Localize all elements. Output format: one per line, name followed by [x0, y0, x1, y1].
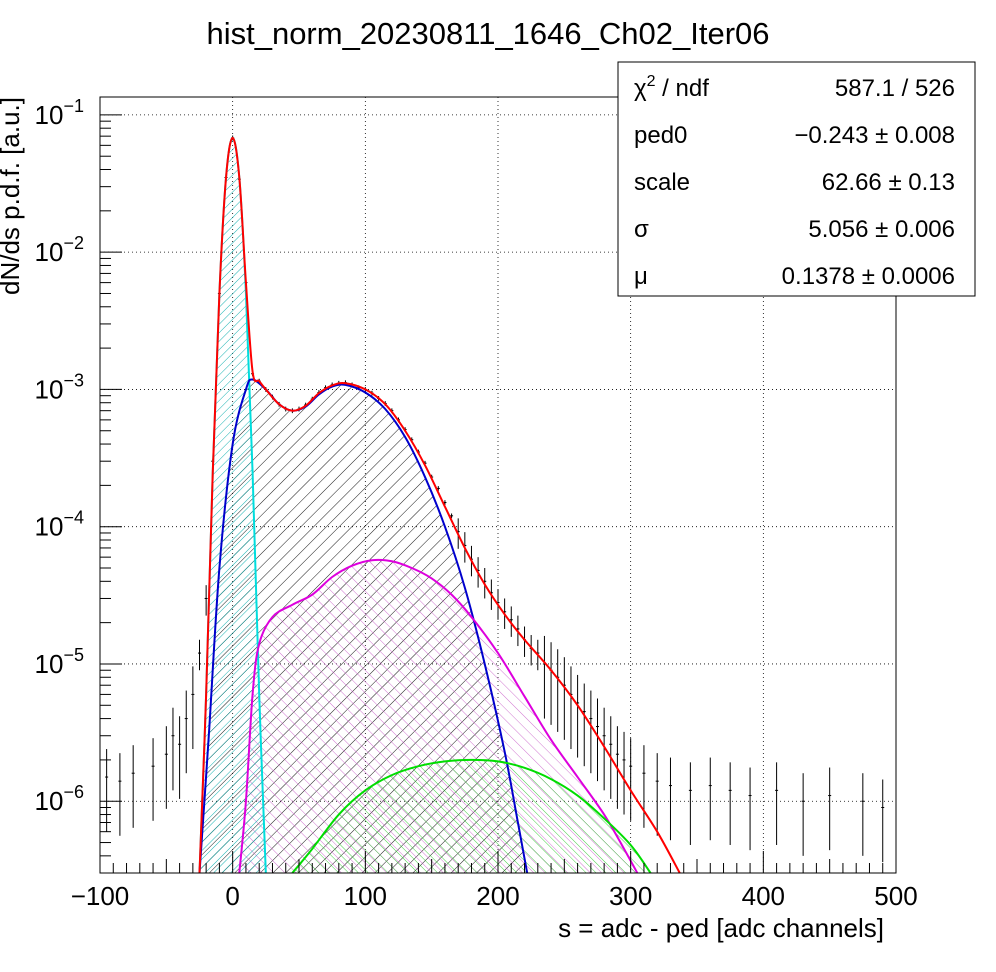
y-tick-label: 10−4	[35, 508, 84, 542]
fit-stat-name: ped0	[634, 122, 687, 149]
component-fills	[199, 137, 651, 873]
y-tick-base: 10	[35, 649, 64, 679]
x-tick-label: 0	[225, 881, 239, 911]
fit-stats-box: χ2 / ndf 587.1 / 526 ped0 −0.243 ± 0.008 sca…	[617, 61, 976, 297]
y-tick-base: 10	[35, 374, 64, 404]
y-tick-base: 10	[35, 786, 64, 816]
fit-stat-symbol: σ	[634, 216, 649, 243]
fit-stat-value: 5.056 ± 0.006	[808, 216, 955, 243]
series-line	[198, 136, 681, 873]
y-tick-base: 10	[35, 237, 64, 267]
y-axis-label: dN/ds p.d.f. [a.u.]	[0, 97, 25, 295]
y-tick-exponent: −6	[63, 782, 84, 802]
fit-stat-value: −0.243 ± 0.008	[794, 122, 955, 149]
x-tick-labels: −100 0 100 200 300 400 500	[71, 881, 918, 911]
y-tick-exponent: −3	[63, 370, 84, 390]
fit-stat-value: 62.66 ± 0.13	[822, 169, 955, 196]
x-axis-label: s = adc - ped [adc channels]	[558, 913, 884, 943]
y-tick-exponent: −4	[63, 508, 84, 528]
fit-stat-name: scale	[634, 169, 690, 196]
series-fill	[292, 759, 651, 873]
y-tick-label: 10−6	[35, 782, 84, 816]
fit-stat-symbol: μ	[634, 263, 648, 290]
x-tick-label: 500	[874, 881, 917, 911]
fit-stat-name: χ2 / ndf	[634, 73, 709, 102]
fit-stat-name: μ	[634, 263, 648, 290]
x-tick-label: 400	[742, 881, 785, 911]
fit-stat-name: σ	[634, 216, 649, 243]
series-line	[198, 378, 529, 873]
fit-stat-suffix: / ndf	[656, 75, 710, 102]
y-tick-base: 10	[35, 100, 64, 130]
y-tick-label: 10−5	[35, 645, 84, 679]
series-fill	[199, 137, 266, 873]
fit-stat-symbol: ped0	[634, 122, 687, 149]
y-tick-label: 10−2	[35, 233, 84, 267]
series-line	[238, 558, 639, 873]
fit-stat-superscript: 2	[647, 73, 656, 90]
y-tick-exponent: −5	[63, 645, 84, 665]
y-tick-exponent: −2	[63, 233, 84, 253]
x-tick-label: 100	[344, 881, 387, 911]
axis-ticks	[99, 114, 897, 874]
fit-stats-rows: χ2 / ndf 587.1 / 526 ped0 −0.243 ± 0.008 sca…	[634, 73, 955, 290]
y-tick-label: 10−1	[35, 96, 84, 130]
y-tick-base: 10	[35, 512, 64, 542]
chart-title: hist_norm_20230811_1646_Ch02_Iter06	[206, 16, 769, 51]
x-tick-label: −100	[71, 881, 130, 911]
x-tick-label: 300	[609, 881, 652, 911]
fit-stat-value: 0.1378 ± 0.0006	[782, 263, 955, 290]
fit-stat-symbol: scale	[634, 169, 690, 196]
fit-stat-value: 587.1 / 526	[835, 75, 955, 102]
fit-stat-symbol: χ	[634, 75, 647, 102]
y-tick-labels: 10−610−510−410−310−210−1	[35, 96, 84, 816]
fit-curves	[198, 136, 681, 873]
y-tick-label: 10−3	[35, 370, 84, 404]
y-tick-exponent: −1	[63, 96, 84, 116]
fit-stats-frame	[617, 61, 976, 297]
series-line	[291, 758, 652, 873]
x-tick-label: 200	[476, 881, 519, 911]
